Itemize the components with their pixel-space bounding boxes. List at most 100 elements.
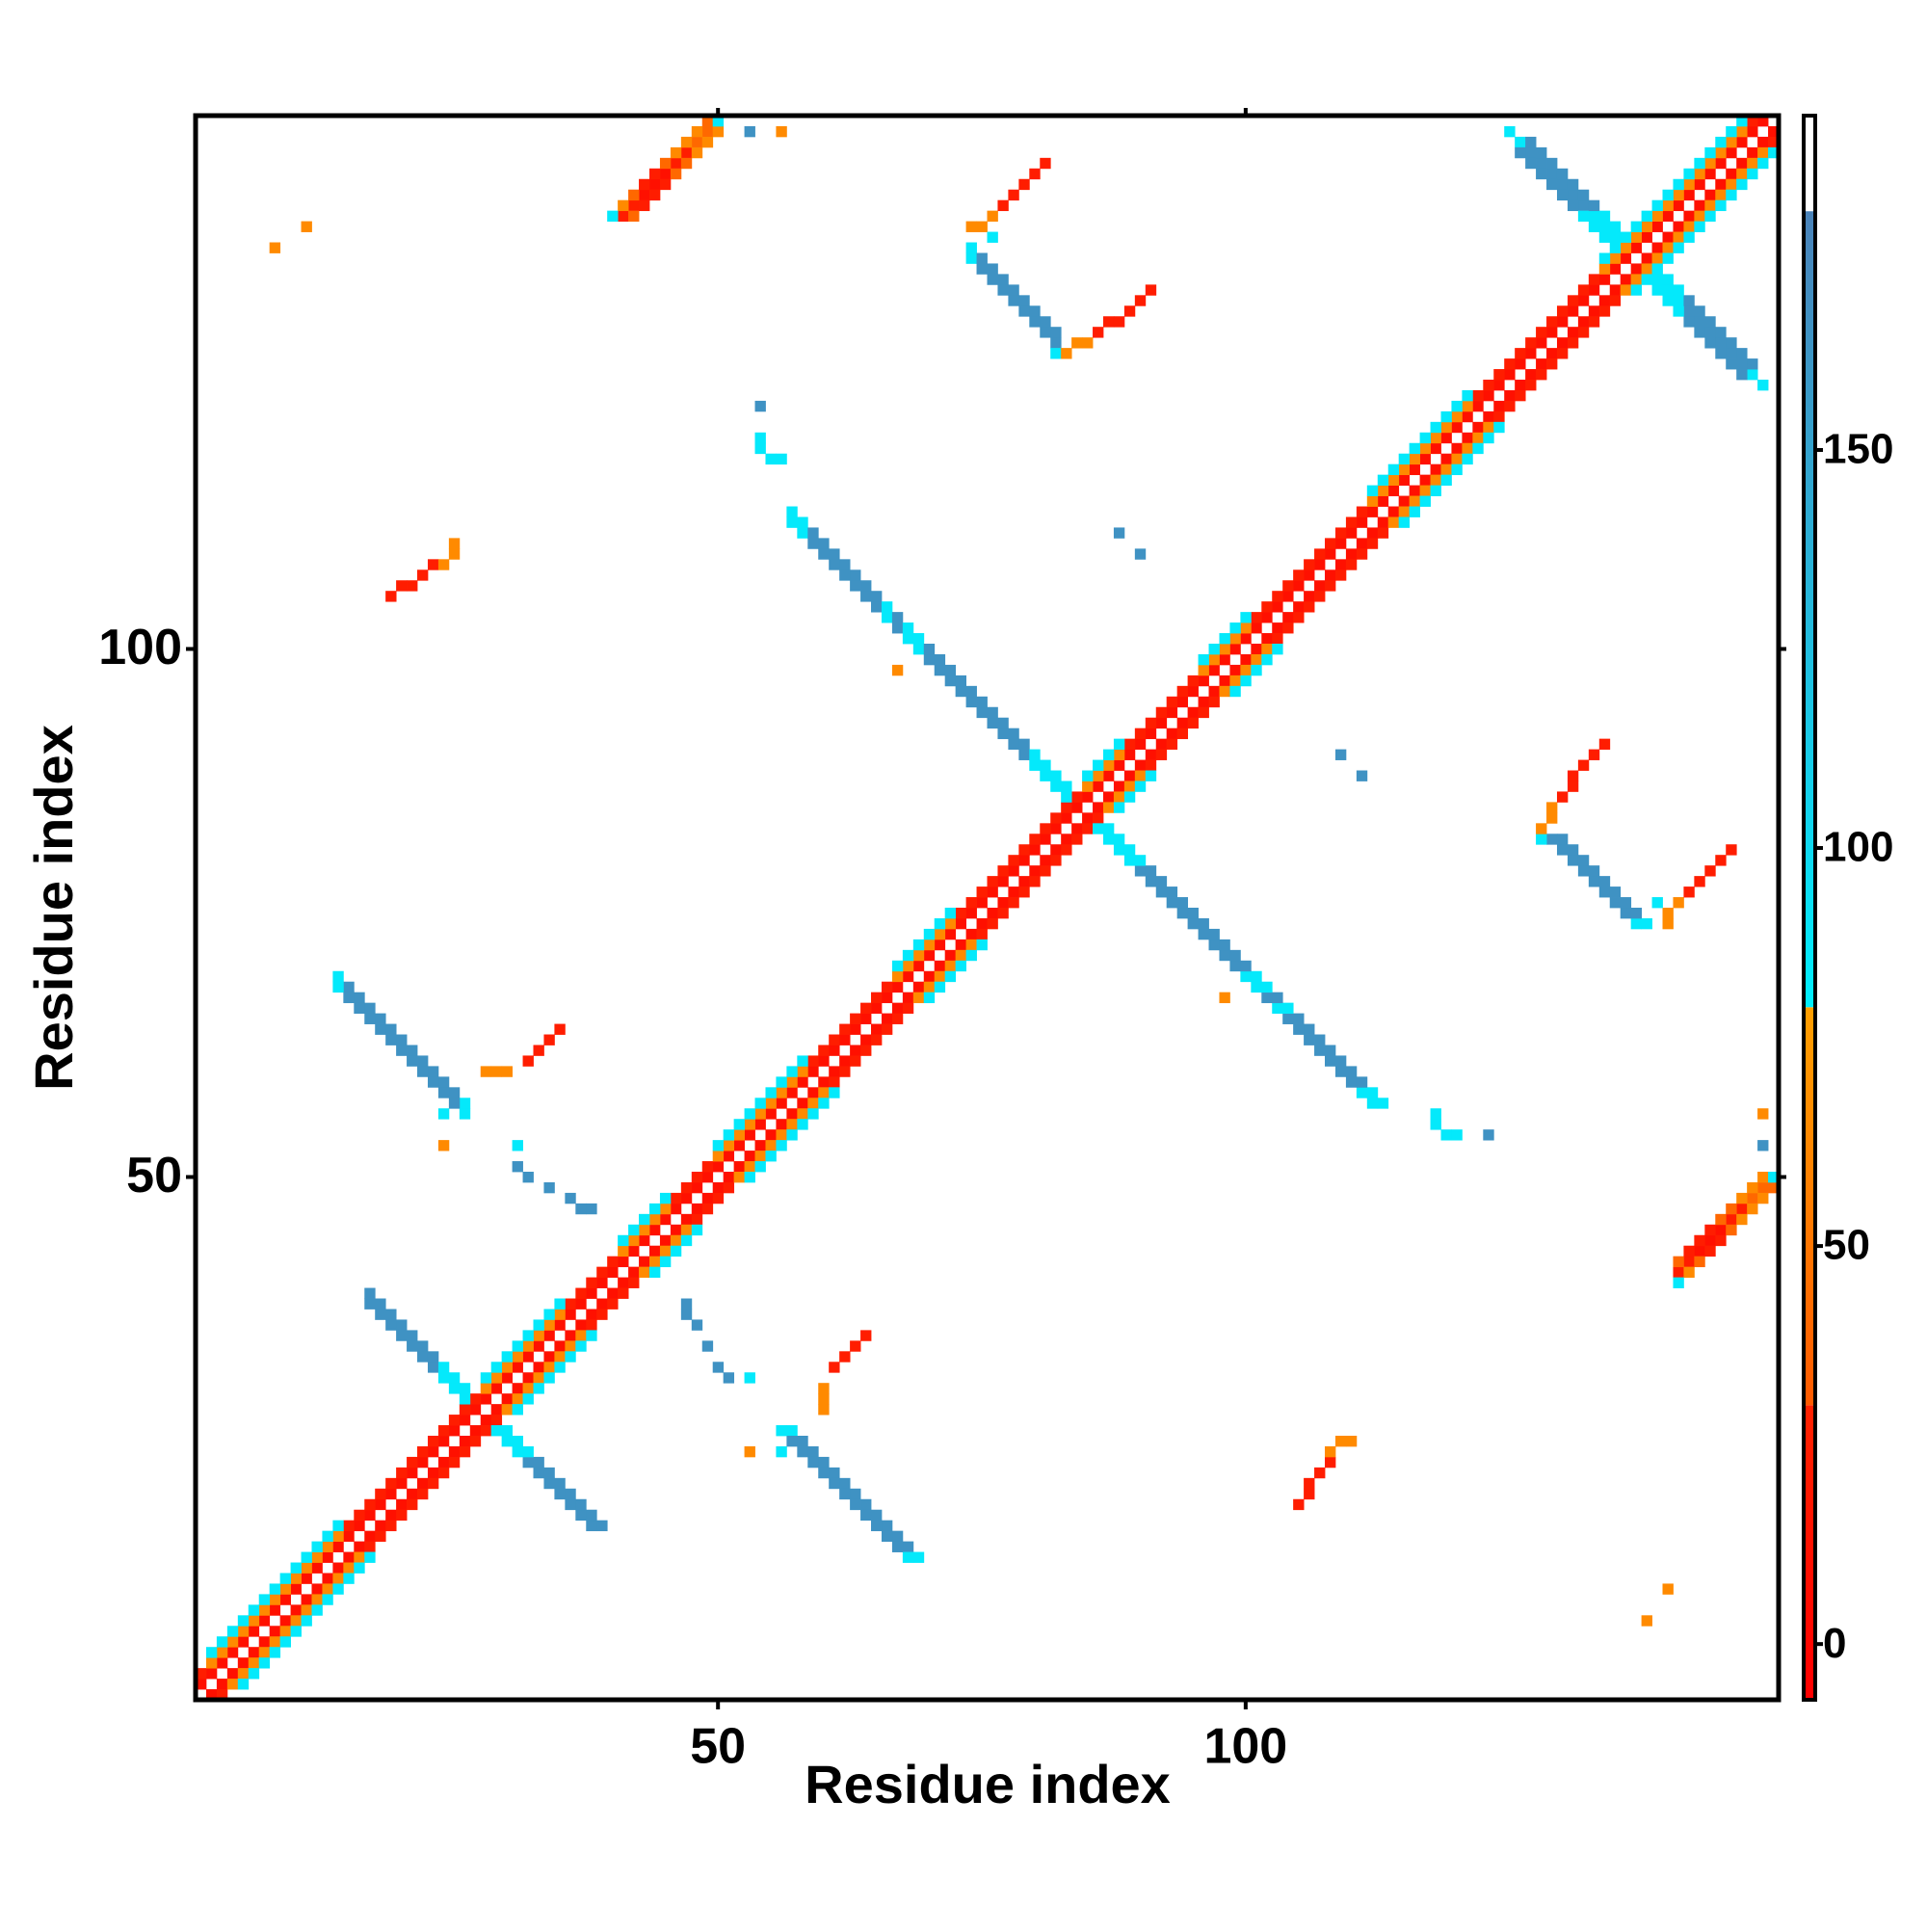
- heatmap-cell: [269, 1647, 281, 1658]
- heatmap-cell: [881, 1023, 893, 1035]
- heatmap-cell: [1430, 1108, 1441, 1120]
- heatmap-cell: [427, 1445, 439, 1458]
- heatmap-cell: [1071, 823, 1083, 834]
- heatmap-cell: [1356, 506, 1368, 517]
- heatmap-cell: [1440, 432, 1452, 444]
- heatmap-cell: [1029, 316, 1041, 328]
- heatmap-cell: [575, 1498, 587, 1511]
- heatmap-cell: [586, 1287, 597, 1299]
- heatmap-cell: [1651, 263, 1663, 275]
- heatmap-cell: [1451, 453, 1463, 465]
- heatmap-cell: [965, 897, 977, 909]
- heatmap-cell: [1208, 928, 1220, 940]
- heatmap-cell: [427, 1066, 439, 1077]
- heatmap-cell: [955, 960, 966, 972]
- heatmap-cell: [269, 1583, 281, 1595]
- heatmap-cell: [1261, 981, 1273, 993]
- heatmap-cell: [691, 1319, 703, 1331]
- heatmap-cell: [944, 960, 957, 972]
- heatmap-cell: [448, 1415, 461, 1426]
- heatmap-cell: [1187, 917, 1199, 930]
- heatmap-cell: [881, 612, 893, 623]
- heatmap-cell: [1726, 348, 1737, 359]
- heatmap-cell: [512, 1362, 523, 1373]
- heatmap-cell: [1641, 263, 1652, 275]
- heatmap-cell: [343, 1551, 355, 1563]
- heatmap-cell: [1567, 178, 1579, 191]
- heatmap-cell: [639, 199, 650, 212]
- heatmap-cell: [1008, 284, 1019, 296]
- heatmap-cell: [364, 1498, 376, 1511]
- heatmap-cell: [1536, 337, 1547, 349]
- heatmap-cell: [396, 1467, 408, 1479]
- heatmap-cell: [205, 1657, 218, 1669]
- heatmap-cell: [860, 1013, 872, 1024]
- heatmap-cell: [1102, 823, 1115, 834]
- heatmap-cell: [1040, 855, 1051, 866]
- heatmap-cell: [332, 981, 344, 993]
- heatmap-cell: [1377, 527, 1389, 539]
- heatmap-cell: [1609, 295, 1622, 306]
- heatmap-cell: [596, 1266, 608, 1278]
- heatmap-cell: [618, 1277, 629, 1288]
- heatmap-cell: [955, 908, 966, 919]
- heatmap-cell: [1176, 908, 1189, 919]
- heatmap-cell: [1577, 855, 1590, 866]
- heatmap-cell: [1282, 580, 1294, 592]
- heatmap-cell: [1018, 887, 1030, 898]
- heatmap-cell: [997, 199, 1009, 212]
- heatmap-cell: [902, 1551, 914, 1563]
- heatmap-cell: [375, 1013, 386, 1024]
- heatmap-cell: [691, 136, 703, 148]
- heatmap-cell: [501, 1066, 513, 1077]
- heatmap-cell: [480, 1383, 492, 1394]
- heatmap-cell: [987, 717, 998, 729]
- heatmap-cell: [1082, 823, 1094, 834]
- heatmap-cell: [648, 1245, 661, 1257]
- heatmap-cell: [237, 1657, 250, 1669]
- heatmap-cell: [480, 1415, 492, 1426]
- heatmap-cell: [1673, 295, 1684, 306]
- heatmap-cell: [965, 242, 977, 253]
- heatmap-cell: [891, 1002, 904, 1014]
- heatmap-cell: [1325, 1445, 1336, 1458]
- heatmap-cell: [237, 1626, 250, 1637]
- heatmap-cell: [1018, 178, 1030, 191]
- heatmap-cell: [691, 1213, 703, 1226]
- heatmap-cell: [1018, 844, 1030, 856]
- heatmap-cell: [1683, 1245, 1695, 1257]
- heatmap-cell: [332, 1520, 344, 1532]
- heatmap-cell: [1123, 855, 1136, 866]
- heatmap-cell: [543, 1351, 555, 1363]
- heatmap-cell: [712, 1362, 725, 1373]
- heatmap-cell: [733, 1172, 745, 1183]
- heatmap-cell: [1757, 157, 1769, 170]
- heatmap-cell: [565, 1309, 576, 1320]
- heatmap-cell: [343, 1573, 355, 1584]
- heatmap-cell: [670, 157, 682, 170]
- heatmap-cell: [891, 1013, 904, 1024]
- heatmap-cell: [1726, 358, 1737, 370]
- heatmap-cell: [301, 221, 312, 232]
- heatmap-cell: [512, 1161, 523, 1173]
- heatmap-cell: [1704, 316, 1716, 328]
- heatmap-cell: [1630, 263, 1643, 275]
- heatmap-cell: [448, 1456, 461, 1469]
- heatmap-cell: [912, 960, 925, 972]
- heatmap-cell: [1282, 622, 1294, 634]
- heatmap-cell: [1345, 516, 1358, 528]
- heatmap-cell: [1683, 887, 1695, 898]
- heatmap-cell: [1598, 887, 1611, 898]
- heatmap-cell: [1662, 295, 1674, 306]
- heatmap-cell: [850, 1488, 861, 1500]
- heatmap-cell: [807, 1445, 819, 1458]
- heatmap-cell: [1704, 337, 1716, 349]
- heatmap-cell: [1704, 327, 1716, 338]
- heatmap-cell: [1440, 1129, 1452, 1141]
- heatmap-cell: [269, 1594, 281, 1605]
- heatmap-cell: [417, 569, 429, 581]
- heatmap-cell: [850, 1013, 861, 1024]
- heatmap-cell: [301, 1604, 312, 1616]
- heatmap-cell: [1187, 685, 1199, 698]
- heatmap-cell: [1409, 506, 1420, 517]
